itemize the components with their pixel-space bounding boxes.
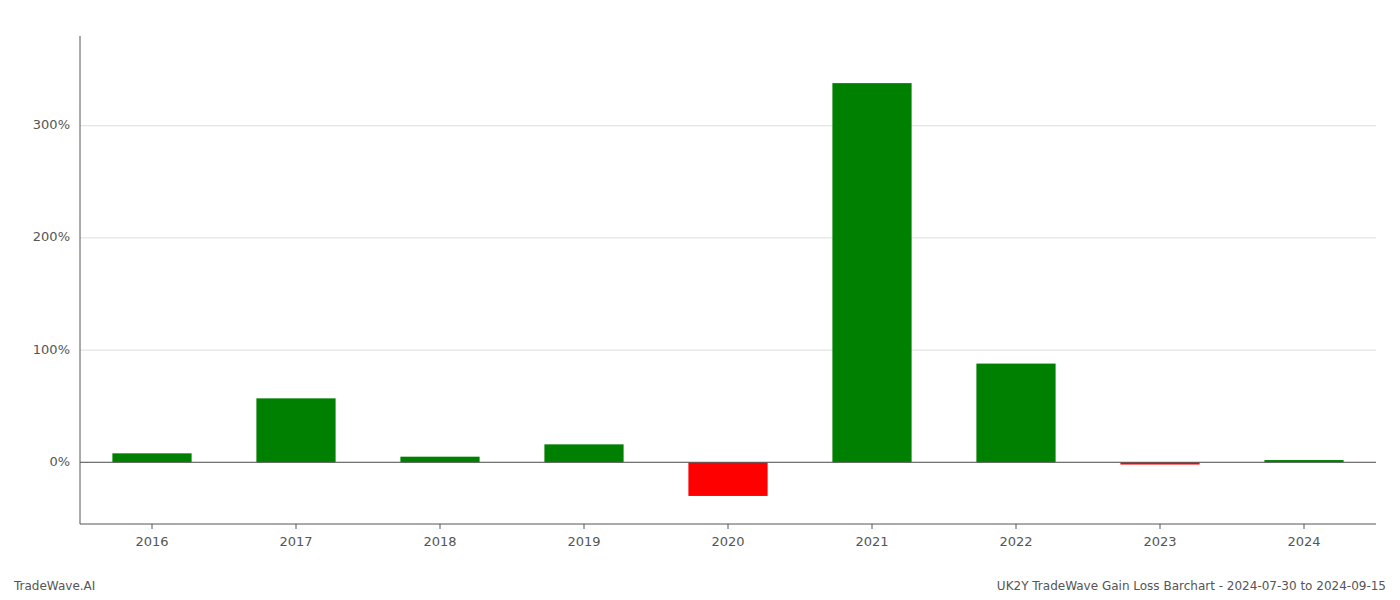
grid-line	[80, 125, 1376, 126]
grid	[80, 126, 1376, 463]
y-axis-line	[80, 36, 81, 524]
x-tick-label: 2023	[1143, 534, 1176, 549]
bars	[112, 83, 1343, 496]
y-tick-label: 200%	[33, 229, 70, 244]
x-tick	[440, 524, 441, 529]
grid-line	[80, 462, 1376, 463]
bar	[112, 453, 191, 462]
x-tick-label: 2024	[1287, 534, 1320, 549]
grid-line	[80, 237, 1376, 238]
x-tick-label: 2017	[279, 534, 312, 549]
footer-text: UK2Y TradeWave Gain Loss Barchart - 2024…	[997, 579, 1386, 593]
chart-container: 0% 100% 200% 300% 2016 2017 2018 2019 2020 2021 20…	[0, 0, 1400, 600]
y-tick-label: 0%	[49, 454, 70, 469]
bar	[256, 398, 335, 462]
x-tick-label: 2019	[567, 534, 600, 549]
x-tick	[296, 524, 297, 529]
footer-text: TradeWave.AI	[13, 579, 95, 593]
x-tick	[584, 524, 585, 529]
x-tick	[728, 524, 729, 529]
x-tick	[1160, 524, 1161, 529]
bar	[544, 444, 623, 462]
grid-line	[80, 350, 1376, 351]
bar	[688, 462, 767, 496]
bar	[832, 83, 911, 462]
x-tick-label: 2021	[855, 534, 888, 549]
x-tick	[1304, 524, 1305, 529]
x-tick	[872, 524, 873, 529]
bar	[976, 364, 1055, 463]
zero-line	[80, 462, 1376, 463]
y-tick-label: 100%	[33, 342, 70, 357]
y-tick-label: 300%	[33, 117, 70, 132]
x-tick-label: 2018	[423, 534, 456, 549]
x-tick	[152, 524, 153, 529]
x-tick	[1016, 524, 1017, 529]
x-tick-label: 2020	[711, 534, 744, 549]
x-tick-label: 2016	[135, 534, 168, 549]
bar	[400, 457, 479, 463]
chart: 0% 100% 200% 300% 2016 2017 2018 2019 2020 2021 20…	[0, 0, 1400, 600]
x-tick-label: 2022	[999, 534, 1032, 549]
